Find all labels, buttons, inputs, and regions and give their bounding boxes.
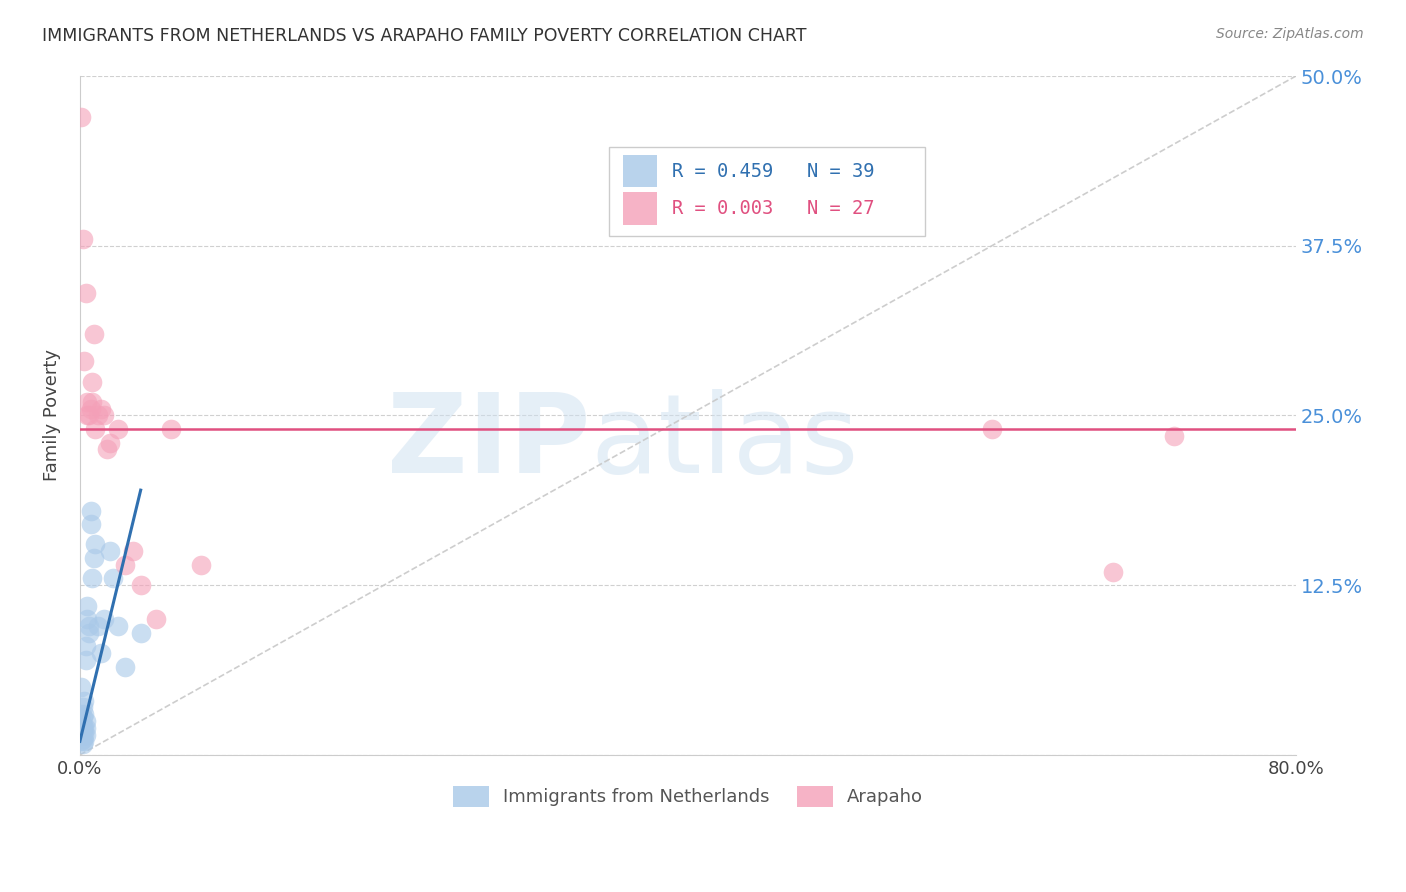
Point [77,409,100,423]
Text: R = 0.459   N = 39: R = 0.459 N = 39 [672,161,875,180]
Point [79,517,101,532]
Point [73,721,96,735]
Point [129,625,152,640]
Point [77,625,100,640]
Point [75,727,97,741]
Point [72,710,94,724]
Point [980,422,1002,436]
Point [98,544,121,558]
Text: ZIP: ZIP [387,389,591,496]
Point [73,354,96,368]
Text: IMMIGRANTS FROM NETHERLANDS VS ARAPAHO FAMILY POVERTY CORRELATION CHART: IMMIGRANTS FROM NETHERLANDS VS ARAPAHO F… [42,27,807,45]
Point [75,714,97,728]
Point [145,612,167,626]
Point [80,395,103,409]
Point [76,395,98,409]
Point [70,707,93,722]
Point [122,544,145,558]
Point [96,442,118,457]
Text: R = 0.003   N = 27: R = 0.003 N = 27 [672,199,875,218]
FancyBboxPatch shape [623,155,658,187]
Point [73,727,96,741]
Point [84,422,107,436]
Point [72,731,94,746]
Point [72,723,94,738]
Point [76,612,98,626]
Point [84,537,107,551]
Point [93,612,115,626]
Point [129,578,152,592]
Point [76,599,98,613]
Point [98,435,121,450]
Point [70,734,93,748]
Point [70,680,93,694]
Point [76,409,98,423]
Point [90,646,112,660]
Point [72,718,94,732]
Point [73,707,96,722]
Point [72,737,94,751]
Point [93,409,115,423]
Point [160,422,183,436]
Point [70,714,93,728]
Point [73,734,96,748]
Point [75,286,97,301]
Point [70,721,93,735]
Point [70,110,93,124]
Point [77,619,100,633]
Point [75,721,97,735]
Point [79,401,101,416]
Point [114,659,136,673]
FancyBboxPatch shape [623,192,658,225]
Point [72,232,94,246]
Point [75,653,97,667]
Text: Source: ZipAtlas.com: Source: ZipAtlas.com [1216,27,1364,41]
Point [83,551,105,566]
Point [83,326,105,341]
FancyBboxPatch shape [609,147,925,235]
Point [107,422,129,436]
Point [79,503,101,517]
Point [103,571,125,585]
Y-axis label: Family Poverty: Family Poverty [44,350,60,482]
Point [90,401,112,416]
Point [87,619,110,633]
Point [70,727,93,741]
Point [80,571,103,585]
Point [80,375,103,389]
Text: atlas: atlas [591,389,859,496]
Point [114,558,136,572]
Point [107,619,129,633]
Point [75,640,97,654]
Legend: Immigrants from Netherlands, Arapaho: Immigrants from Netherlands, Arapaho [446,779,931,814]
Point [73,693,96,707]
Point [1102,565,1125,579]
Point [1163,429,1185,443]
Point [87,409,110,423]
Point [72,700,94,714]
Point [190,558,212,572]
